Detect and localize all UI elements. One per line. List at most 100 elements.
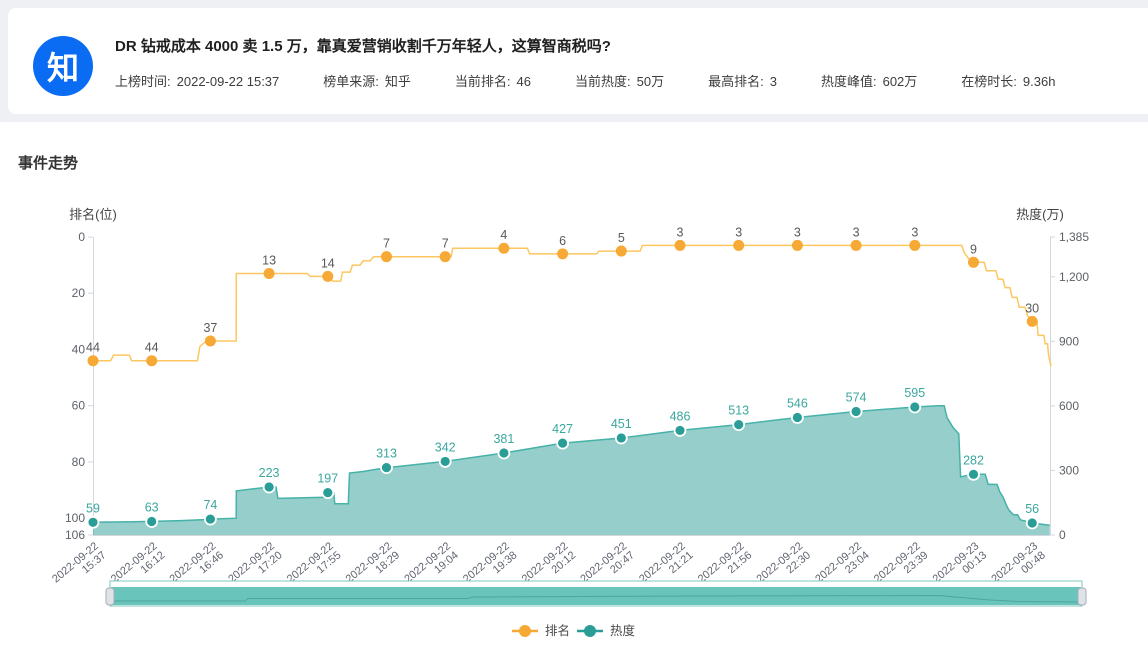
trend-panel: 排名(位) 热度(万) 0 20 40 60 80 100 106 0 300 600 900 1,200…: [0, 122, 1148, 657]
left-axis-name: 排名(位): [69, 207, 117, 222]
heat-point-label: 74: [203, 498, 217, 512]
meta-label: 榜单来源:: [323, 74, 379, 89]
right-tick-label: 600: [1059, 399, 1079, 413]
rank-point[interactable]: [204, 335, 216, 347]
rank-point[interactable]: [322, 270, 334, 282]
heat-point[interactable]: [145, 515, 159, 528]
rank-point-label: 30: [1025, 301, 1039, 315]
meta-value: 2022-09-22 15:37: [176, 74, 280, 89]
heat-point[interactable]: [321, 486, 335, 500]
heat-point[interactable]: [262, 480, 276, 494]
heat-point-label: 59: [86, 501, 100, 515]
meta-item: 最高排名: 3: [708, 71, 777, 90]
heat-point[interactable]: [967, 467, 980, 481]
rank-point[interactable]: [968, 256, 979, 268]
rank-point-label: 6: [559, 234, 566, 248]
meta-label: 当前热度:: [575, 74, 631, 89]
x-axis-label: 2022-09-2215:37: [50, 540, 109, 595]
legend-item-heat[interactable]: 热度: [577, 623, 636, 638]
datazoom-slider[interactable]: [105, 580, 1087, 607]
right-axis-name: 热度(万): [1016, 207, 1064, 222]
heat-area[interactable]: [93, 405, 1050, 535]
heat-point-label: 574: [846, 390, 867, 404]
heat-point-label: 313: [376, 447, 397, 461]
rank-point[interactable]: [381, 251, 392, 263]
rank-point-label: 7: [442, 237, 449, 251]
heat-point-label: 427: [552, 422, 573, 436]
rank-point[interactable]: [439, 251, 451, 263]
rank-point[interactable]: [850, 239, 862, 251]
heat-point-label: 197: [317, 472, 338, 486]
rank-point[interactable]: [909, 239, 921, 251]
rank-point-label: 9: [970, 242, 977, 256]
rank-line: [93, 244, 1052, 367]
meta-value: 9.36h: [1022, 74, 1056, 89]
left-tick-label: 106: [65, 528, 85, 542]
rank-point[interactable]: [557, 248, 569, 260]
legend: 排名 热度: [512, 623, 636, 638]
rank-point-label: 3: [735, 225, 742, 239]
meta-label: 当前排名:: [454, 74, 511, 89]
axis-lines: [93, 237, 1051, 536]
heat-point-label: 486: [670, 409, 691, 423]
heat-point[interactable]: [497, 446, 511, 460]
datazoom-handle-left[interactable]: [105, 587, 115, 606]
heat-point-label: 282: [963, 453, 984, 467]
heat-point[interactable]: [203, 512, 217, 526]
meta-label: 在榜时长:: [961, 74, 1017, 89]
meta-label: 最高排名:: [708, 74, 764, 89]
trend-chart[interactable]: 排名(位) 热度(万) 0 20 40 60 80 100 106 0 300 600 900 1,200…: [0, 122, 1148, 657]
datazoom-selected-range[interactable]: [111, 587, 1081, 605]
legend-item-rank[interactable]: 排名: [512, 623, 570, 638]
heat-point[interactable]: [732, 418, 746, 432]
rank-point[interactable]: [733, 239, 745, 251]
rank-point-label: 3: [794, 225, 801, 239]
rank-point-label: 44: [145, 341, 159, 355]
meta-item: 在榜时长: 9.36h: [961, 71, 1055, 90]
right-tick-label: 300: [1059, 463, 1079, 477]
right-tick-label: 900: [1059, 334, 1079, 348]
heat-point[interactable]: [86, 515, 100, 529]
rank-point-label: 37: [203, 321, 217, 335]
rank-point-label: 3: [677, 225, 684, 239]
meta-item: 热度峰值: 602万: [821, 71, 917, 90]
meta-label: 热度峰值:: [820, 74, 877, 89]
heat-point-label: 56: [1025, 502, 1039, 516]
rank-point[interactable]: [87, 355, 99, 367]
rank-point-label: 14: [321, 256, 335, 270]
rank-point[interactable]: [1026, 315, 1038, 327]
zhihu-logo-glyph: 知: [46, 50, 79, 86]
legend-rank-label: 排名: [545, 623, 570, 638]
heat-point[interactable]: [556, 436, 569, 450]
heat-point[interactable]: [849, 405, 863, 418]
rank-point[interactable]: [498, 242, 510, 254]
meta-row: 上榜时间: 2022-09-22 15:37 榜单来源: 知乎 当前排名: 46 当前热度:…: [115, 71, 1055, 90]
heat-point[interactable]: [1025, 516, 1039, 530]
heat-point[interactable]: [791, 411, 804, 424]
rank-point-label: 5: [618, 231, 625, 245]
left-tick-label: 0: [78, 230, 85, 244]
heat-point[interactable]: [673, 424, 687, 437]
right-tick-label: 1,200: [1059, 270, 1089, 284]
left-tick-label: 100: [65, 511, 85, 525]
datazoom-handle-right[interactable]: [1077, 587, 1087, 606]
meta-item: 上榜时间: 2022-09-22 15:37: [115, 71, 279, 90]
rank-point[interactable]: [615, 245, 627, 257]
heat-point-label: 342: [435, 440, 456, 454]
rank-point[interactable]: [146, 355, 158, 367]
meta-value: 3: [769, 74, 777, 89]
rank-point[interactable]: [263, 268, 275, 280]
datazoom-preview-line: [113, 594, 1081, 603]
heat-point[interactable]: [438, 455, 452, 468]
heat-point-label: 223: [259, 466, 280, 480]
heat-point[interactable]: [908, 400, 922, 414]
meta-item: 当前热度: 50万: [575, 71, 664, 90]
rank-point[interactable]: [674, 239, 686, 251]
heat-point[interactable]: [614, 431, 628, 445]
header-card: 知 DR 钻戒成本 4000 卖 1.5 万，靠真爱营销收割千万年轻人，这算智商…: [8, 8, 1148, 114]
legend-rank-marker-icon: [519, 625, 531, 637]
heat-point[interactable]: [380, 461, 393, 475]
rank-point[interactable]: [791, 239, 803, 251]
zhihu-logo-icon: 知: [33, 36, 93, 96]
